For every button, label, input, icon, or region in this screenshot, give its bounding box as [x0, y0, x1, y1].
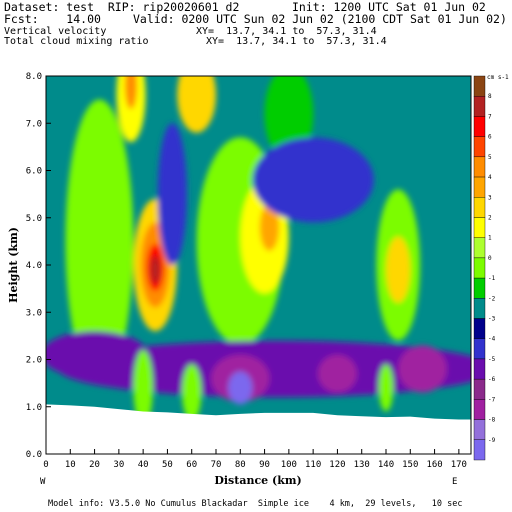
contour-region-3 — [150, 255, 161, 284]
colorbar-label-4: 4 — [488, 174, 492, 181]
y-tick-label-3: 3.0 — [26, 308, 42, 318]
field2-xy: XY= 13.7, 34.1 to 57.3, 31.4 — [206, 36, 387, 47]
colorbar-unit: cm s-1 — [487, 74, 509, 81]
y-tick-label-6: 6.0 — [26, 167, 42, 177]
x-tick-label-6: 60 — [186, 460, 197, 470]
colorbar-swatch-18 — [473, 439, 486, 461]
colorbar-swatch-15 — [473, 378, 486, 400]
colorbar-label-5: 3 — [488, 194, 492, 201]
x-tick-label-2: 20 — [89, 460, 100, 470]
colorbar-label-2: 6 — [488, 134, 492, 141]
x-end-label-west: W — [40, 477, 46, 487]
x-tick-label-13: 130 — [354, 460, 370, 470]
contour-region-22 — [133, 350, 153, 426]
colorbar-label-14: -6 — [488, 376, 496, 383]
y-axis-ticks: 0.0 1.0 2.0 3.0 4.0 5.0 6.0 7.0 8.0 — [26, 72, 51, 460]
colorbar-swatch-17 — [473, 419, 486, 440]
colorbar-swatch-1 — [473, 96, 486, 117]
y-tick-label-5: 5.0 — [26, 214, 42, 224]
colorbar-swatch-2 — [473, 116, 486, 137]
model-info: Model info: V3.5.0 No Cumulus Blackadar … — [48, 499, 463, 509]
colorbar-swatch-9 — [473, 257, 486, 279]
x-tick-label-3: 30 — [113, 460, 124, 470]
contour-region-24 — [378, 364, 394, 412]
x-tick-label-9: 90 — [259, 460, 270, 470]
x-tick-label-14: 140 — [378, 460, 394, 470]
colorbar-label-15: -7 — [488, 396, 496, 403]
x-tick-label-8: 80 — [235, 460, 246, 470]
colorbar-label-12: -4 — [488, 336, 496, 343]
y-tick-label-0: 0.0 — [26, 450, 42, 460]
colorbar-label-3: 5 — [488, 154, 492, 161]
x-axis-title: Distance (km) — [214, 474, 301, 487]
x-tick-label-5: 50 — [162, 460, 173, 470]
y-tick-label-2: 2.0 — [26, 356, 42, 366]
colorbar-label-8: 0 — [488, 255, 492, 262]
colorbar-label-16: -8 — [488, 417, 496, 424]
field1-label: Vertical velocity — [4, 26, 107, 37]
colorbar-label-11: -3 — [488, 316, 496, 323]
colorbar-label-7: 1 — [488, 235, 492, 242]
contour-region-18 — [228, 371, 253, 405]
colorbar: 8 7 6 5 4 3 2 1 0 -1 -2 -3 -4 -5 -6 -7 -8 -9 — [473, 75, 496, 461]
colorbar-swatch-3 — [473, 136, 486, 158]
x-axis-ticks: 0 10 20 30 40 50 60 70 80 90 100 110 120 130 140 150 160… — [43, 449, 467, 470]
contour-region-4 — [65, 99, 134, 384]
colorbar-swatch-11 — [473, 298, 486, 319]
x-tick-label-12: 120 — [329, 460, 345, 470]
colorbar-swatch-7 — [473, 217, 486, 238]
x-tick-label-16: 160 — [426, 460, 442, 470]
contour-region-19 — [398, 345, 447, 393]
colorbar-label-6: 2 — [488, 214, 492, 221]
colorbar-swatch-14 — [473, 358, 486, 380]
colorbar-swatch-10 — [473, 277, 486, 299]
field2-label: Total cloud mixing ratio — [4, 36, 149, 47]
field-contours — [46, 76, 471, 426]
contour-region-15 — [157, 123, 187, 265]
contour-region-9 — [386, 236, 411, 303]
y-tick-label-7: 7.0 — [26, 119, 42, 129]
colorbar-label-0: 8 — [488, 93, 492, 100]
x-tick-label-4: 40 — [138, 460, 149, 470]
contour-region-21 — [46, 331, 148, 379]
x-tick-label-15: 150 — [402, 460, 418, 470]
x-end-label-east: E — [452, 477, 457, 487]
x-tick-label-7: 70 — [211, 460, 222, 470]
y-tick-label-1: 1.0 — [26, 403, 42, 413]
colorbar-swatch-0 — [473, 75, 486, 97]
contour-region-14 — [252, 137, 374, 223]
colorbar-label-13: -5 — [488, 356, 496, 363]
colorbar-swatch-16 — [473, 399, 486, 420]
colorbar-label-17: -9 — [488, 437, 496, 444]
colorbar-label-1: 7 — [488, 113, 492, 120]
colorbar-swatch-13 — [473, 338, 486, 360]
colorbar-label-9: -1 — [488, 275, 496, 282]
colorbar-swatch-12 — [473, 318, 486, 339]
colorbar-swatch-6 — [473, 197, 486, 218]
terrain-mask — [46, 404, 471, 454]
y-tick-label-8: 8.0 — [26, 72, 42, 82]
x-tick-label-10: 100 — [281, 460, 297, 470]
y-tick-label-4: 4.0 — [26, 261, 42, 271]
field1-xy: XY= 13.7, 34.1 to 57.3, 31.4 — [196, 26, 377, 37]
y-axis-title: Height (km) — [7, 227, 20, 303]
colorbar-swatch-8 — [473, 237, 486, 259]
contour-region-12 — [177, 76, 216, 133]
x-tick-label-17: 170 — [451, 460, 467, 470]
contour-region-11 — [124, 76, 138, 110]
dataset-label: Dataset: test RIP: rip20020601 d2 — [4, 0, 240, 14]
valid-time-label: Valid: 0200 UTC Sun 02 Jun 02 (2100 CDT … — [133, 12, 507, 26]
forecast-label: Fcst: 14.00 — [4, 12, 101, 26]
x-tick-label-1: 10 — [65, 460, 76, 470]
init-time-label: Init: 1200 UTC Sat 01 Jun 02 — [292, 0, 486, 14]
contour-region-7 — [259, 203, 280, 251]
contour-region-23 — [182, 364, 202, 421]
x-tick-label-0: 0 — [43, 460, 48, 470]
contour-region-20 — [318, 354, 357, 393]
x-tick-label-11: 110 — [305, 460, 321, 470]
colorbar-swatch-4 — [473, 156, 486, 178]
colorbar-label-10: -2 — [488, 295, 496, 302]
colorbar-swatch-5 — [473, 176, 486, 198]
